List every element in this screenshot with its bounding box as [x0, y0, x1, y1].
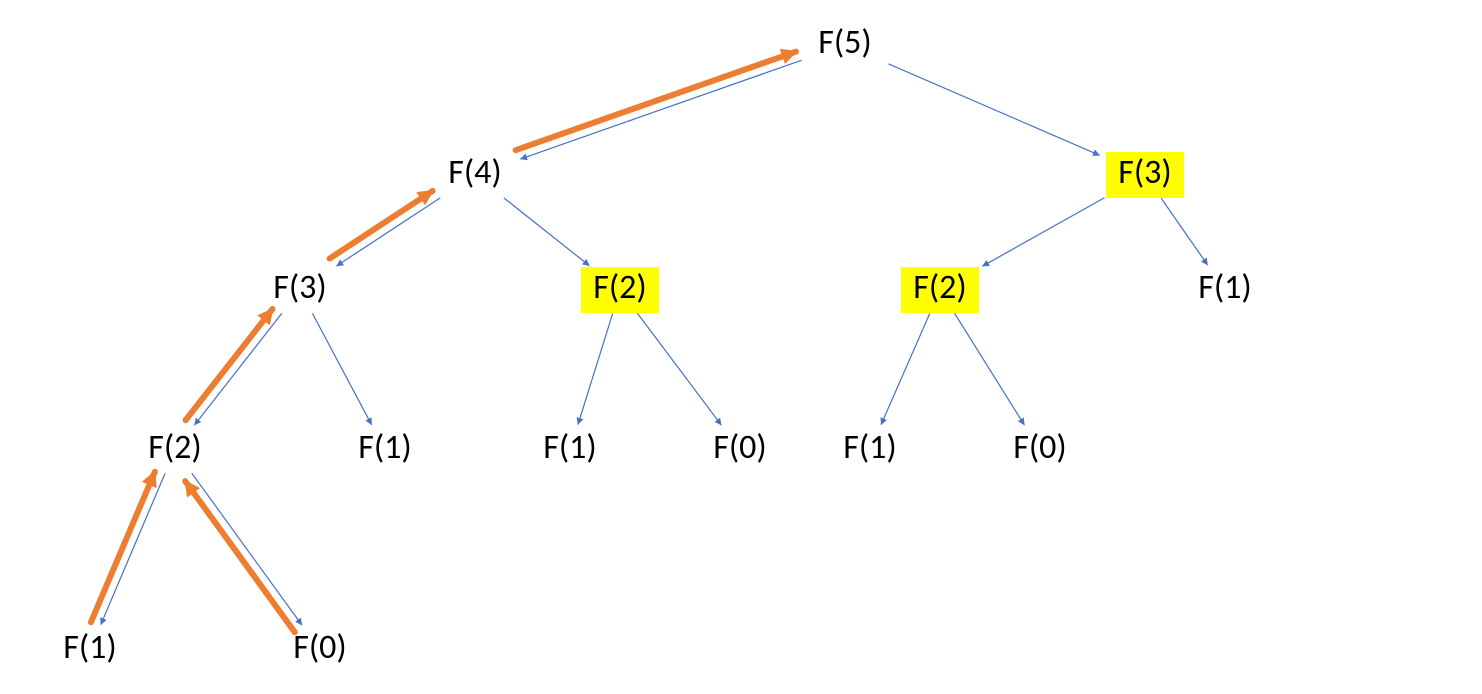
node-label: F(3)	[273, 267, 326, 308]
node-label: F(1)	[358, 427, 411, 468]
node-label: F(5)	[818, 22, 871, 63]
tree-node: F(0)	[293, 627, 346, 668]
node-label: F(2)	[913, 267, 966, 308]
edge	[889, 64, 1099, 155]
node-label: F(0)	[1013, 427, 1066, 468]
node-label: F(1)	[543, 427, 596, 468]
node-label: F(1)	[843, 427, 896, 468]
edge	[1161, 199, 1207, 265]
tree-node: F(3)	[273, 267, 326, 308]
edge	[101, 474, 165, 624]
node-label: F(3)	[1118, 152, 1171, 193]
edge	[983, 198, 1104, 266]
tree-node: F(2)	[581, 267, 659, 313]
edge	[186, 309, 273, 420]
tree-node: F(2)	[148, 427, 201, 468]
tree-node: F(2)	[901, 267, 979, 313]
tree-node: F(1)	[358, 427, 411, 468]
tree-node: F(4)	[448, 152, 501, 193]
tree-node: F(0)	[1013, 427, 1066, 468]
edge	[881, 314, 929, 425]
node-label: F(1)	[63, 627, 116, 668]
tree-node: F(1)	[63, 627, 116, 668]
tree-node: F(3)	[1106, 152, 1184, 198]
node-label: F(0)	[293, 627, 346, 668]
edge	[313, 314, 372, 425]
node-label: F(1)	[1198, 267, 1251, 308]
orange-edges	[91, 52, 796, 633]
edge	[337, 198, 440, 266]
edge	[330, 191, 433, 259]
blue-edges	[101, 60, 1207, 624]
tree-node: F(0)	[713, 427, 766, 468]
edge	[185, 481, 295, 632]
tree-node: F(1)	[843, 427, 896, 468]
fibonacci-recursion-tree: F(5) F(4) F(3) F(3) F(2) F(2) F(1) F(2) F(1) F(1)…	[0, 0, 1482, 694]
tree-node: F(1)	[543, 427, 596, 468]
node-label: F(0)	[713, 427, 766, 468]
edge	[521, 60, 801, 158]
edge	[955, 314, 1024, 425]
tree-node: F(5)	[818, 22, 871, 63]
edge	[91, 472, 155, 622]
edge	[578, 314, 612, 424]
node-label: F(2)	[148, 427, 201, 468]
edge	[192, 474, 302, 625]
edge	[195, 314, 282, 425]
edge	[516, 52, 796, 150]
tree-node: F(1)	[1198, 267, 1251, 308]
edge	[638, 314, 721, 425]
edge	[504, 198, 589, 265]
node-label: F(4)	[448, 152, 501, 193]
node-label: F(2)	[593, 267, 646, 308]
